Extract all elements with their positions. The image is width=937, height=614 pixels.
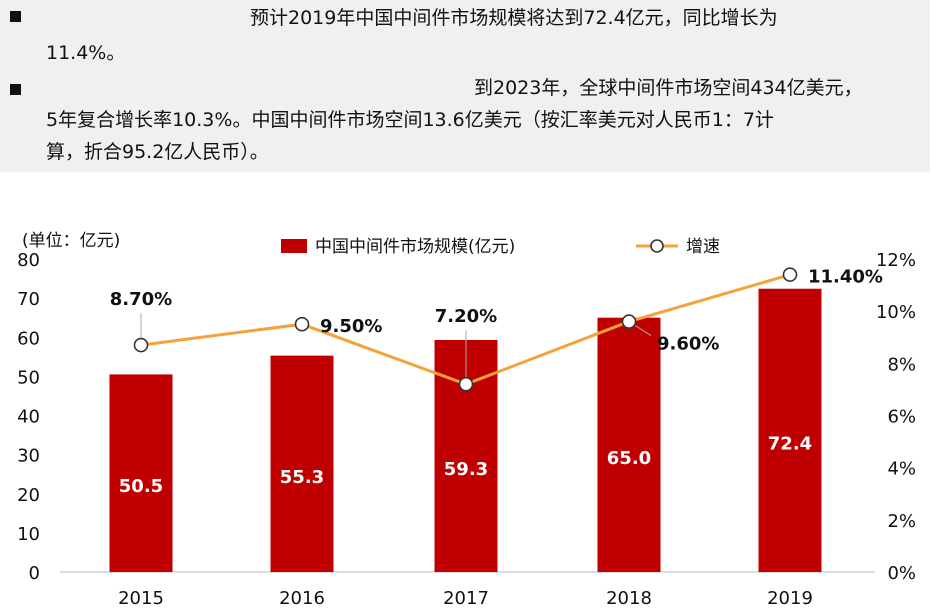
x-tick-label: 2016 <box>279 588 325 609</box>
growth-value-label: 8.70% <box>110 289 172 310</box>
legend-line-marker <box>650 239 664 253</box>
market-size-chart: (单位：亿元) 中国中间件市场规模(亿元) 增速 0 10 20 30 40 50 60 70… <box>17 231 916 609</box>
legend-bar-swatch <box>281 239 307 253</box>
right-tick-label: 6% <box>887 407 916 428</box>
left-tick-label: 20 <box>17 485 40 506</box>
x-tick-label: 2017 <box>443 588 489 609</box>
left-tick-label: 70 <box>17 289 40 310</box>
growth-point <box>621 314 637 329</box>
right-tick-label: 0% <box>887 563 916 584</box>
left-tick-label: 80 <box>17 250 40 271</box>
bar <box>270 355 334 572</box>
note-2-line-1: 到2023年，全球中间件市场空间434亿美元， <box>474 77 863 99</box>
x-axis: 2015 2016 2017 2018 2019 <box>118 588 813 609</box>
growth-point <box>294 316 310 332</box>
x-tick-label: 2015 <box>118 588 164 609</box>
legend-bar-label: 中国中间件市场规模(亿元) <box>315 237 515 257</box>
left-tick-label: 50 <box>17 367 40 388</box>
left-tick-label: 10 <box>17 524 40 545</box>
growth-value-label: 7.20% <box>435 306 497 327</box>
left-tick-label: 60 <box>17 328 40 349</box>
growth-value-label: 9.60% <box>657 334 719 355</box>
left-tick-label: 40 <box>17 407 40 428</box>
left-tick-label: 0 <box>29 563 40 584</box>
right-tick-label: 4% <box>887 459 916 480</box>
left-axis: 0 10 20 30 40 50 60 70 80 <box>17 250 40 584</box>
bar <box>109 374 173 572</box>
notes-panel: 预计2019年中国中间件市场规模将达到72.4亿元，同比增长为 11.4%。 到… <box>0 0 930 172</box>
growth-value-label: 11.40% <box>808 267 883 288</box>
right-tick-label: 12% <box>876 250 916 271</box>
left-tick-label: 30 <box>17 446 40 467</box>
growth-point <box>133 337 149 353</box>
bar-value-label: 50.5 <box>119 476 163 497</box>
right-axis: 0% 2% 4% 6% 8% 10% 12% <box>876 250 916 584</box>
bullet-marker-2 <box>10 84 21 95</box>
legend-line-label: 增速 <box>686 237 720 257</box>
right-tick-label: 10% <box>876 302 916 323</box>
note-2-line-3: 算，折合95.2亿人民币）。 <box>46 141 269 163</box>
bar-series <box>109 288 822 572</box>
growth-point <box>782 267 798 282</box>
bar-value-label: 59.3 <box>444 459 488 480</box>
growth-points <box>133 267 798 392</box>
label-leader-lines <box>140 313 652 385</box>
bullet-marker-1 <box>10 11 21 22</box>
legend: 中国中间件市场规模(亿元) 增速 <box>281 237 720 257</box>
bar-value-labels: 50.5 55.3 59.3 65.0 72.4 <box>119 433 812 497</box>
growth-value-label: 9.50% <box>320 316 382 337</box>
x-tick-label: 2018 <box>606 588 652 609</box>
growth-value-labels: 8.70% 9.50% 7.20% 9.60% 11.40% <box>110 267 883 355</box>
note-1-line-1: 预计2019年中国中间件市场规模将达到72.4亿元，同比增长为 <box>250 7 778 29</box>
x-tick-label: 2019 <box>767 588 813 609</box>
note-2-line-2: 5年复合增长率10.3%。中国中间件市场空间13.6亿美元（按汇率美元对人民币1… <box>46 109 774 131</box>
bar-value-label: 55.3 <box>280 467 324 488</box>
bar <box>597 317 661 572</box>
bar-value-label: 72.4 <box>768 433 812 454</box>
bar <box>758 288 822 572</box>
right-tick-label: 8% <box>887 354 916 375</box>
growth-point <box>458 376 474 392</box>
bar-value-label: 65.0 <box>607 448 651 469</box>
note-1-line-2: 11.4%。 <box>46 42 126 64</box>
unit-label: (单位：亿元) <box>22 231 120 251</box>
right-tick-label: 2% <box>887 511 916 532</box>
